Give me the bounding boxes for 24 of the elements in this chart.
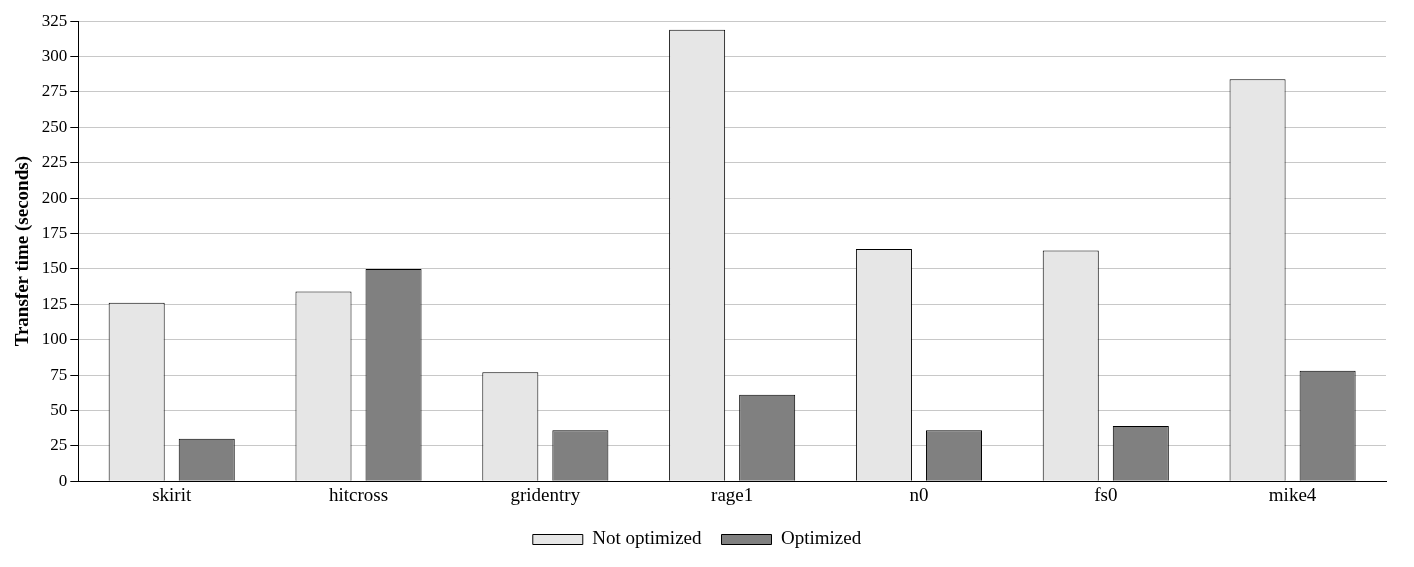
y-tick-label: 50 bbox=[50, 399, 68, 419]
y-tick-label: 25 bbox=[50, 435, 68, 455]
x-tick-label: skirit bbox=[152, 483, 192, 505]
y-tick-label: 225 bbox=[41, 152, 68, 172]
x-tick-label: gridentry bbox=[510, 483, 581, 505]
x-tick-label: hitcross bbox=[328, 483, 389, 505]
x-tick-label: n0 bbox=[909, 483, 929, 505]
y-axis-title: Transfer time (seconds) bbox=[11, 156, 34, 347]
y-tick-label: 300 bbox=[41, 46, 68, 66]
y-tick-label: 75 bbox=[50, 364, 68, 384]
y-tick-label: 325 bbox=[41, 10, 68, 30]
x-tick-label: fs0 bbox=[1094, 483, 1118, 505]
x-tick-label: rage1 bbox=[711, 483, 754, 505]
y-tick-label: 125 bbox=[41, 293, 68, 313]
legend-label: Not optimized bbox=[592, 527, 703, 549]
y-tick-label: 200 bbox=[41, 187, 68, 207]
y-tick-label: 100 bbox=[41, 329, 68, 349]
y-tick-label: 175 bbox=[41, 222, 68, 242]
y-tick-label: 275 bbox=[41, 81, 68, 101]
y-tick-label: 0 bbox=[58, 470, 68, 490]
y-tick-label: 250 bbox=[41, 116, 68, 136]
x-tick-label: mike4 bbox=[1268, 483, 1317, 505]
legend-label: Optimized bbox=[781, 527, 862, 549]
y-tick-label: 150 bbox=[41, 258, 68, 278]
